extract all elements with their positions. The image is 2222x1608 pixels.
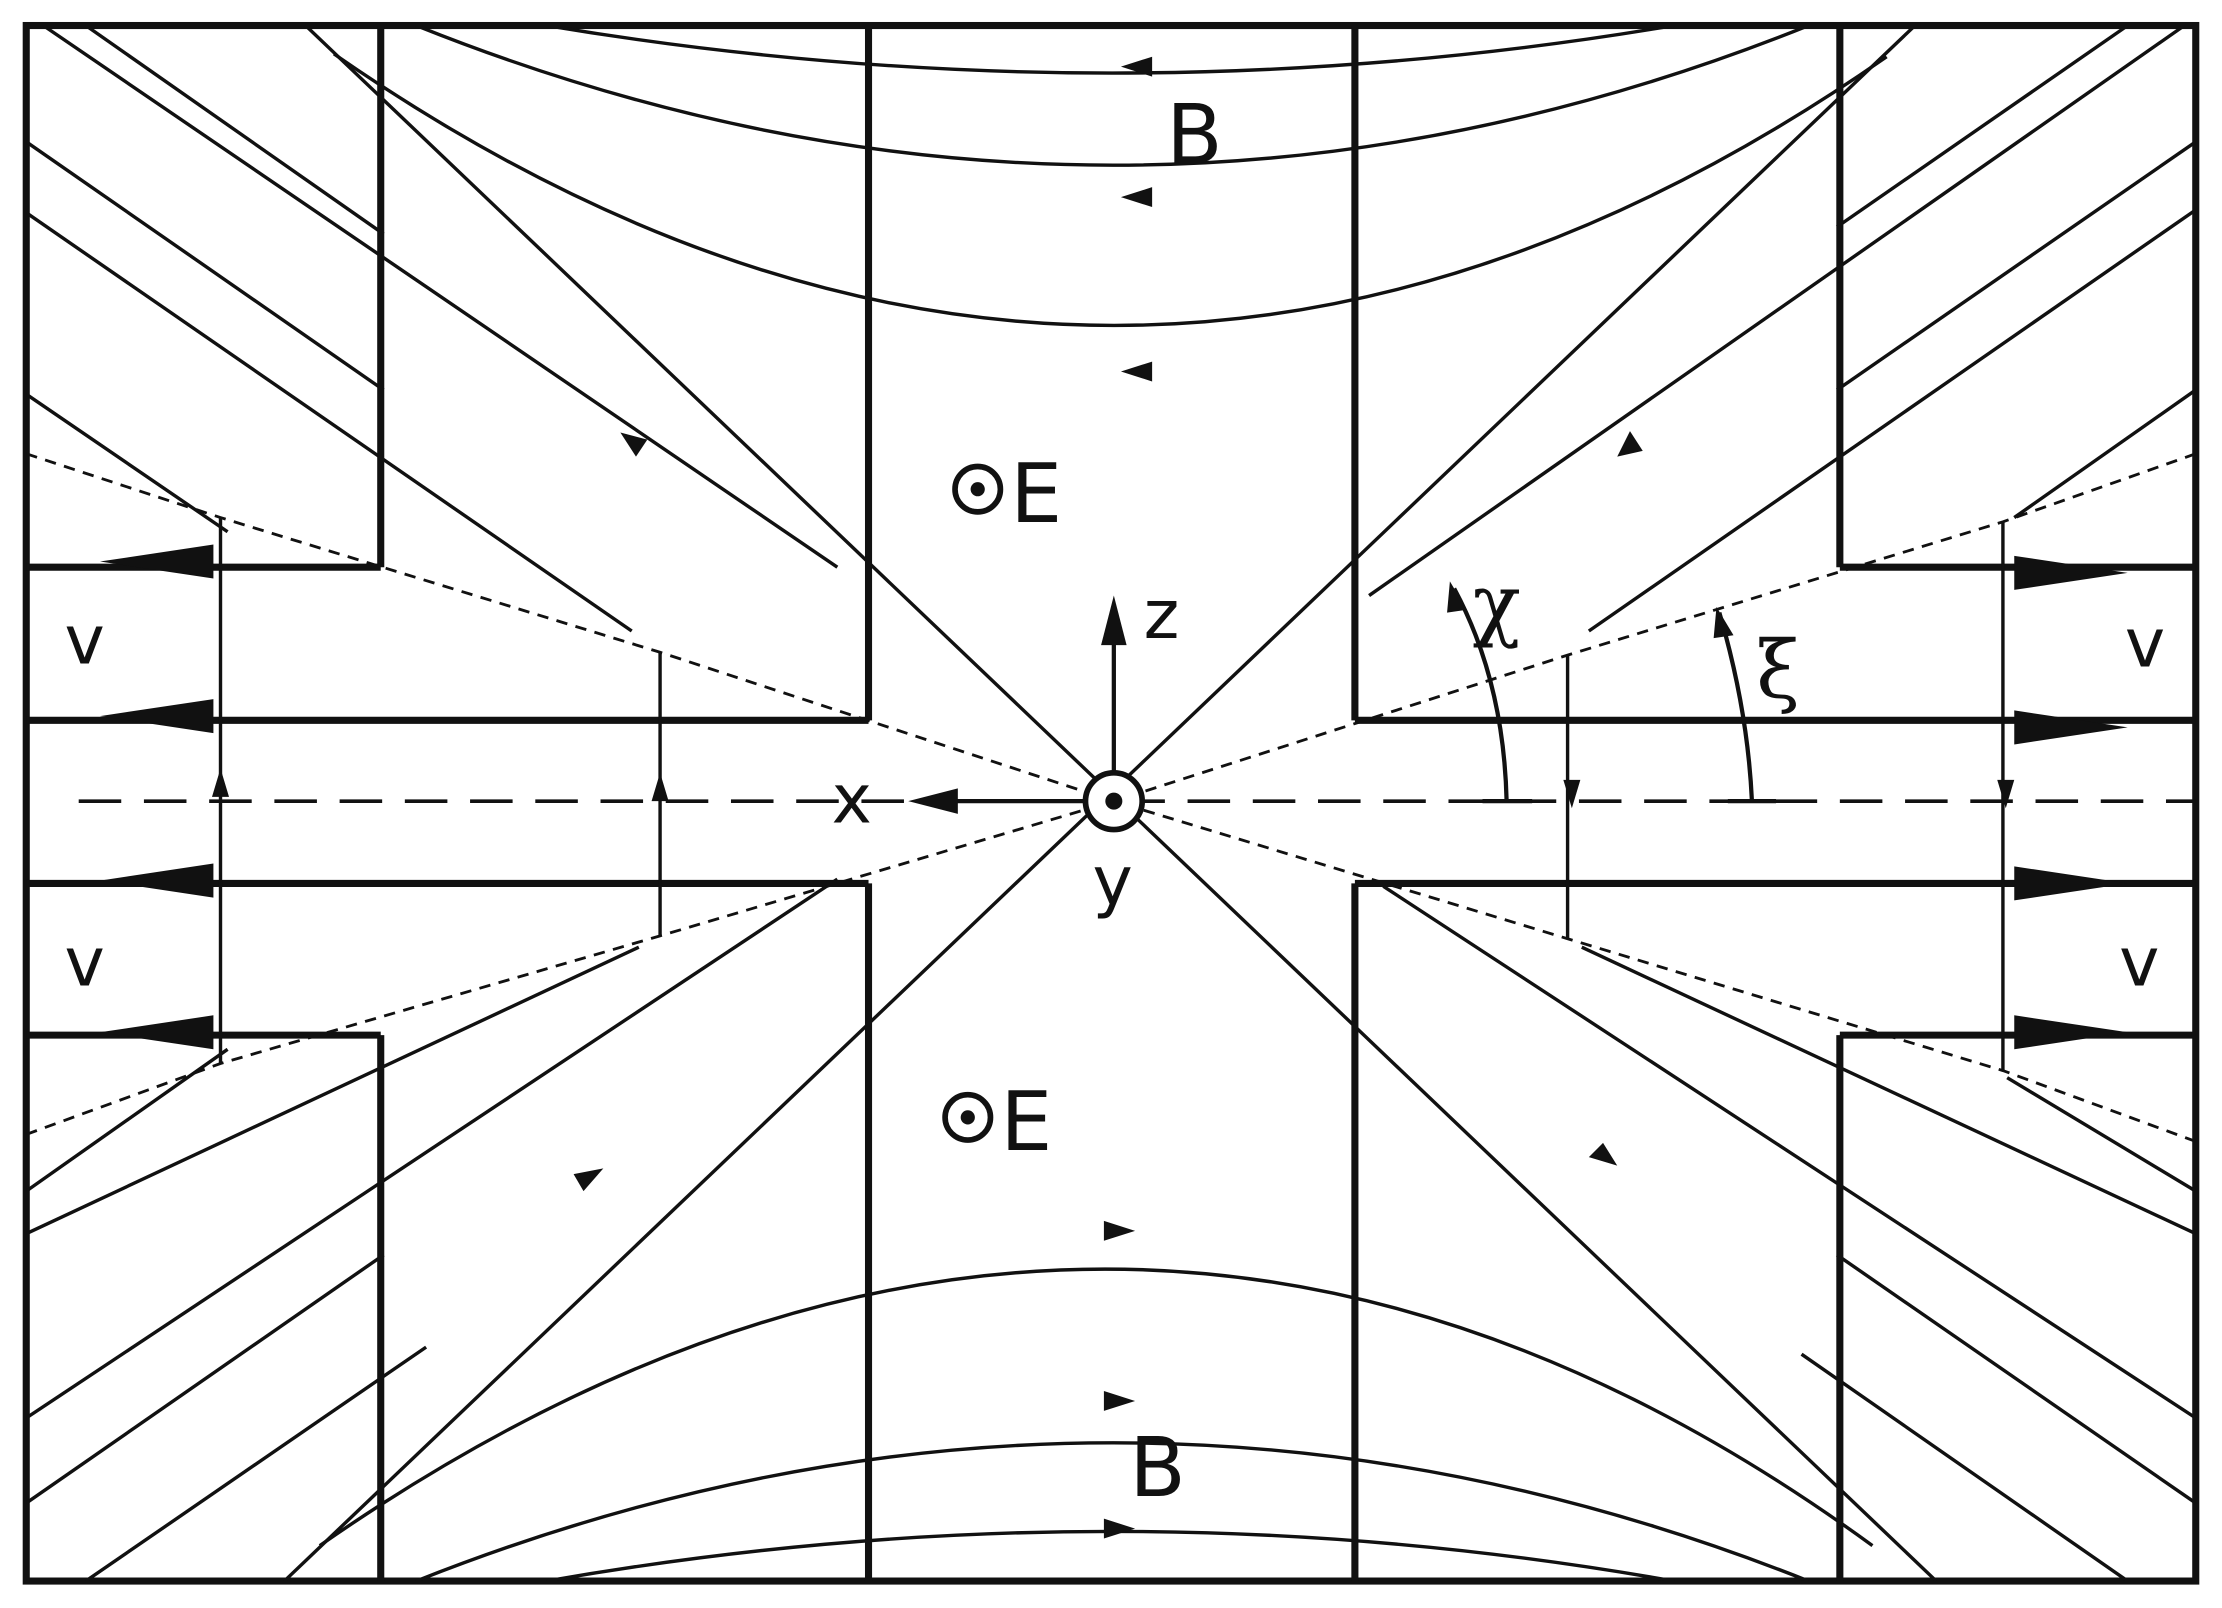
xi-arc-arrowhead xyxy=(1713,606,1734,639)
v-arrow-left-4 xyxy=(99,1015,214,1050)
arrow-top-2 xyxy=(1120,187,1153,208)
arrow-step-r2 xyxy=(1997,779,2015,809)
coordinate-axes xyxy=(908,595,1146,833)
e-symbol-lower-dot xyxy=(960,1110,975,1125)
arrow-top-3 xyxy=(1120,361,1153,382)
label-v-lower-right: v xyxy=(2119,924,2159,1003)
v-arrow-right-2 xyxy=(2014,710,2128,745)
v-arrow-left-3 xyxy=(99,863,214,898)
label-axis-z: z xyxy=(1144,576,1180,655)
e-symbol-upper-circle xyxy=(952,463,1004,515)
arrow-diag-lr xyxy=(1588,1142,1618,1166)
field-lines-top xyxy=(332,25,1888,328)
chi-angle-arc xyxy=(1452,587,1509,802)
flow-lines-dashed xyxy=(26,452,2196,1143)
arrow-bottom-3 xyxy=(1103,1518,1136,1539)
label-e-upper: E xyxy=(1010,447,1062,542)
arrow-diag-ul xyxy=(620,432,648,457)
label-chi: χ xyxy=(1473,557,1521,650)
field-lines-bottom xyxy=(318,1267,1874,1582)
label-axis-y: y xyxy=(1093,843,1133,922)
field-arrows xyxy=(211,56,2015,1539)
arrow-bottom-2 xyxy=(1103,1391,1136,1411)
v-arrow-left-2 xyxy=(99,699,214,734)
arrow-step-r1 xyxy=(1563,779,1581,809)
label-v-upper-left: v xyxy=(65,602,105,681)
arrow-diag-ur xyxy=(1617,431,1643,457)
y-axis-dot xyxy=(1105,792,1123,810)
e-field-symbols xyxy=(942,463,1004,1143)
v-arrow-right-4 xyxy=(2014,1015,2128,1050)
x-axis-arrowhead xyxy=(908,788,958,814)
arrow-step-l1 xyxy=(211,768,230,797)
v-arrow-right-3 xyxy=(2014,866,2128,901)
arrow-bottom-1 xyxy=(1103,1220,1136,1241)
field-lines-diagonal-lower xyxy=(26,25,2196,1582)
e-symbol-lower-circle xyxy=(942,1091,994,1143)
arrow-step-l2 xyxy=(651,772,669,802)
label-b-bottom: B xyxy=(1129,1421,1185,1516)
label-v-upper-right: v xyxy=(2125,604,2165,683)
chi-arc-arrowhead xyxy=(1447,581,1467,613)
field-lines-diagonal xyxy=(26,25,2196,1582)
diagram-frame xyxy=(22,21,2200,1585)
arrow-top-1 xyxy=(1120,56,1153,77)
label-xi: ξ xyxy=(1756,624,1800,717)
e-symbol-upper-dot xyxy=(970,482,985,497)
angle-markers xyxy=(1447,581,1777,804)
xi-angle-arc xyxy=(1717,611,1755,802)
label-v-lower-left: v xyxy=(65,924,105,1003)
v-arrow-left-1 xyxy=(99,544,214,579)
v-arrow-right-1 xyxy=(2014,555,2128,590)
label-axis-x: x xyxy=(832,760,872,839)
label-b-top: B xyxy=(1166,88,1222,183)
text-labels: B B E E z x y χ ξ v v v v xyxy=(65,88,2166,1516)
label-e-lower: E xyxy=(1000,1075,1052,1170)
velocity-arrows xyxy=(99,544,2128,1050)
z-axis-arrowhead xyxy=(1101,595,1127,646)
arrow-diag-ll xyxy=(573,1168,604,1192)
